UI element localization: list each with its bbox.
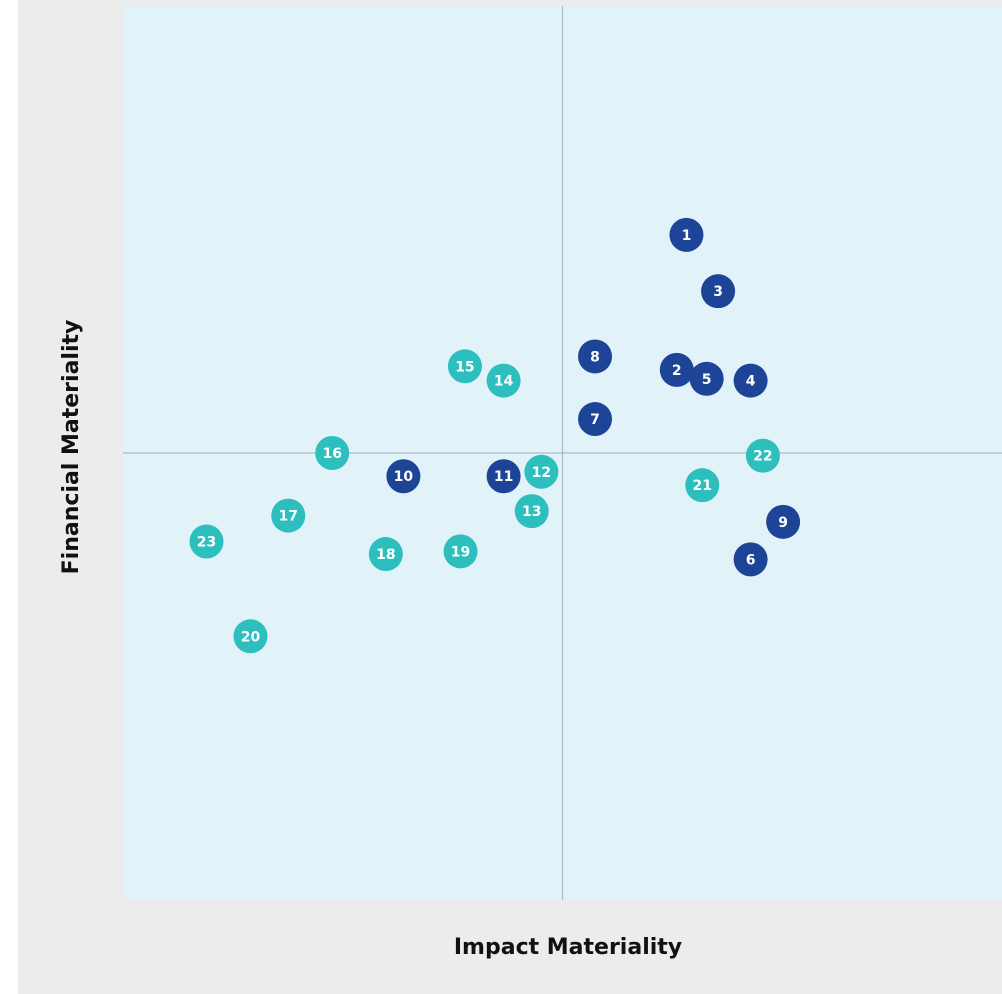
point-label-19: 19 [451,544,470,560]
point-marker-16 [315,436,350,470]
point-marker-2 [659,352,694,387]
point-marker-10 [386,459,421,494]
point-label-1: 1 [682,228,692,244]
data-point-22: 22 [745,438,780,473]
point-marker-6 [733,542,768,577]
point-marker-17 [271,498,306,533]
point-label-14: 14 [494,374,514,390]
point-marker-1 [669,217,704,252]
point-label-20: 20 [241,629,261,645]
point-label-3: 3 [713,284,723,300]
point-marker-11 [486,459,521,494]
data-point-10: 10 [386,459,421,494]
data-point-17: 17 [271,498,306,533]
point-marker-9 [766,504,801,539]
point-marker-19 [443,534,478,569]
data-point-15: 15 [447,349,482,384]
point-marker-20 [233,619,268,654]
point-label-17: 17 [279,509,298,525]
point-marker-14 [486,363,521,398]
data-point-1: 1 [669,217,704,252]
point-marker-22 [745,438,780,473]
point-marker-8 [578,339,613,374]
data-point-2: 2 [659,352,694,387]
point-marker-13 [514,494,549,529]
point-marker-23 [189,524,224,559]
point-marker-5 [689,361,724,396]
point-marker-4 [733,363,768,398]
point-label-5: 5 [702,372,712,388]
data-point-12: 12 [524,454,559,489]
point-marker-7 [578,402,613,437]
point-label-10: 10 [394,469,414,485]
data-point-8: 8 [578,339,613,374]
point-label-22: 22 [753,449,772,465]
y-axis-title: Financial Materiality [59,320,84,575]
point-label-6: 6 [746,552,756,568]
data-point-6: 6 [733,542,768,577]
data-point-5: 5 [689,361,724,396]
point-label-2: 2 [672,363,682,379]
data-point-21: 21 [685,468,720,503]
point-label-23: 23 [197,535,216,551]
point-label-9: 9 [778,515,788,531]
point-label-16: 16 [322,446,341,462]
point-label-15: 15 [455,359,474,375]
point-label-12: 12 [532,465,551,481]
point-marker-21 [685,468,720,503]
data-point-18: 18 [368,537,403,572]
data-point-11: 11 [486,459,521,494]
point-label-7: 7 [590,412,600,428]
data-point-9: 9 [766,504,801,539]
point-marker-12 [524,454,559,489]
point-marker-3 [701,274,736,309]
point-label-4: 4 [746,374,756,390]
x-axis-title: Impact Materiality [454,935,682,960]
data-point-16: 16 [315,436,350,470]
point-marker-18 [368,537,403,572]
point-label-8: 8 [590,349,600,365]
data-point-7: 7 [578,402,613,437]
data-point-14: 14 [486,363,521,398]
data-point-3: 3 [701,274,736,309]
point-label-11: 11 [494,469,513,485]
point-marker-15 [447,349,482,384]
point-label-21: 21 [693,478,712,494]
point-label-13: 13 [522,504,541,520]
data-point-13: 13 [514,494,549,529]
data-point-4: 4 [733,363,768,398]
data-point-20: 20 [233,619,268,654]
point-label-18: 18 [376,547,395,563]
data-point-19: 19 [443,534,478,569]
data-point-23: 23 [189,524,224,559]
